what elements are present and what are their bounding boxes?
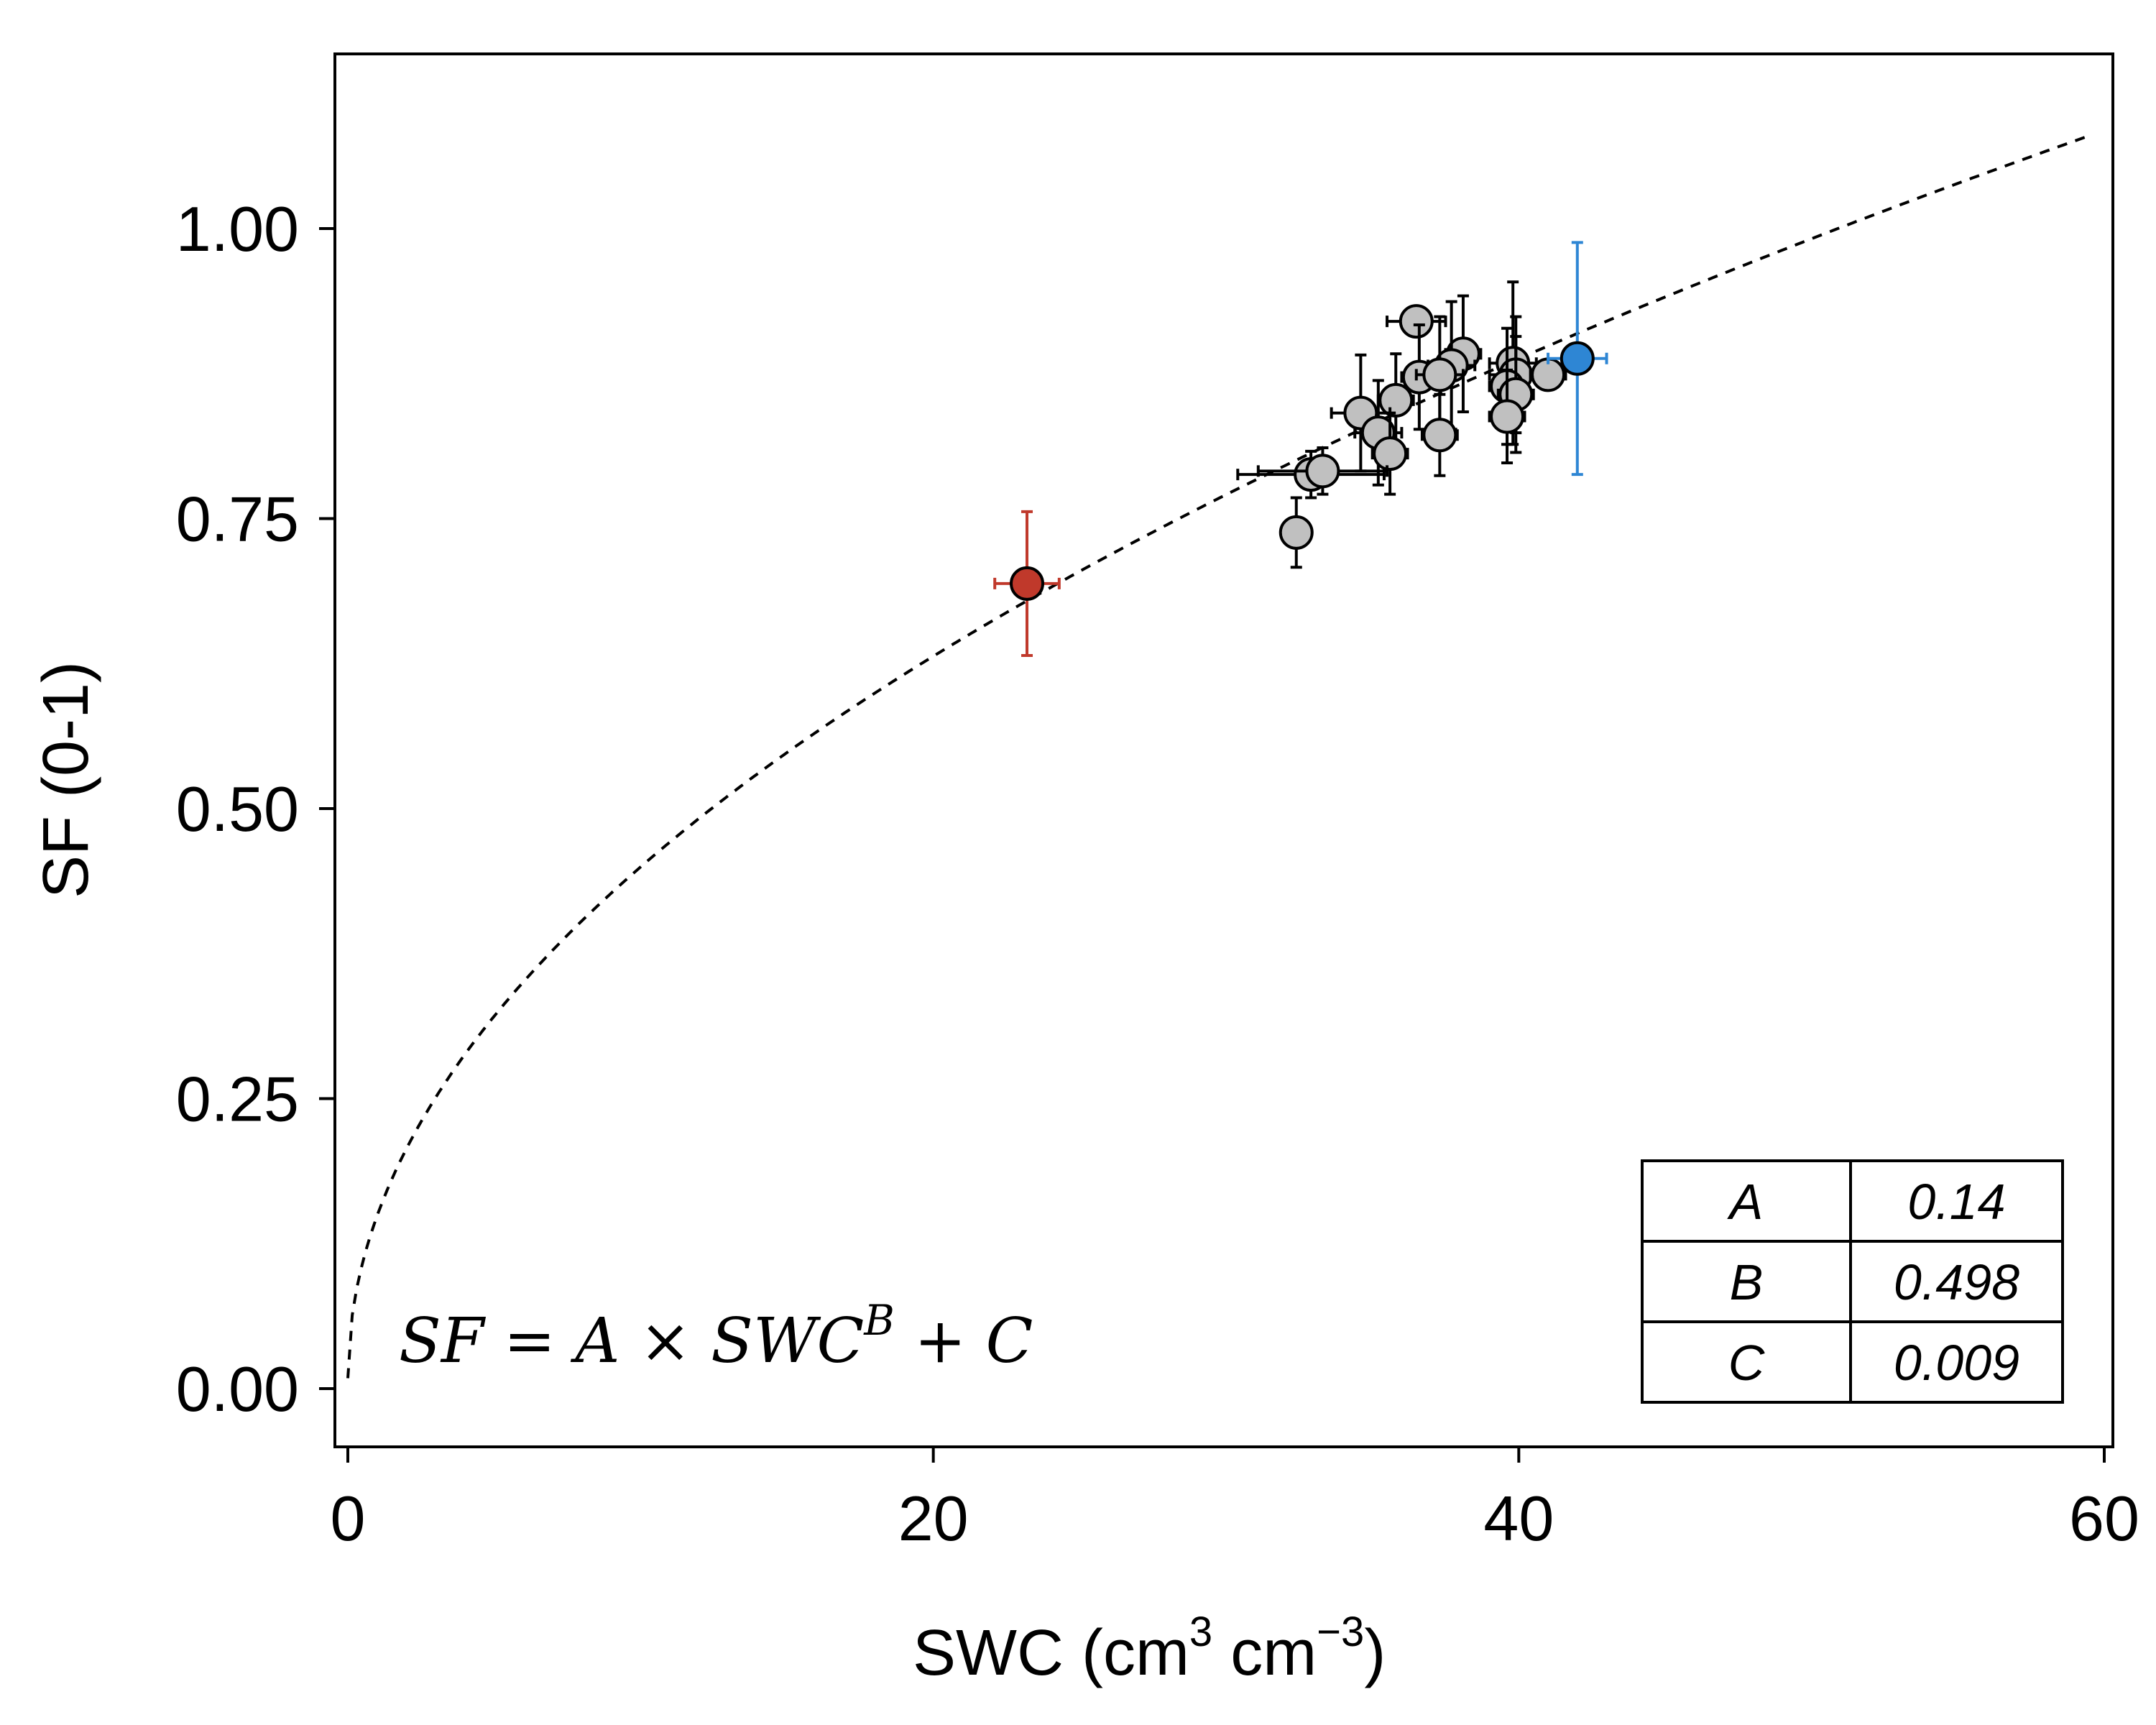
point-marker — [1010, 566, 1045, 601]
data-point — [1529, 357, 1567, 392]
parameter-table: A 0.14 B 0.498 C 0.009 — [1641, 1159, 2064, 1404]
data-point — [1370, 411, 1409, 496]
table-frame — [1641, 1159, 2064, 1404]
point-marker — [1373, 436, 1408, 472]
param-value: 0.498 — [1894, 1254, 2019, 1310]
fit-equation-sup: B — [863, 1296, 895, 1345]
x-axis-title-sup1: 3 — [1189, 1609, 1212, 1655]
data-point — [1488, 368, 1526, 465]
data-point — [1386, 304, 1447, 339]
point-marker — [1305, 454, 1340, 489]
point-marker — [1560, 341, 1595, 376]
x-tick-label: 20 — [898, 1483, 969, 1554]
point-marker — [1279, 515, 1314, 550]
fit-curve — [346, 134, 2091, 1379]
param-name: C — [1728, 1335, 1765, 1391]
y-axis-title: SF (0-1) — [30, 661, 102, 898]
y-tick-label: 0.50 — [176, 773, 299, 845]
x-tick-label: 0 — [331, 1483, 366, 1554]
x-axis-title-sup2: −3 — [1317, 1609, 1364, 1655]
point-marker — [1422, 418, 1457, 453]
y-tick-label: 0.75 — [176, 484, 299, 555]
fit-equation-lhs: SF = A × SWC — [399, 1305, 864, 1377]
x-axis-title-main: SWC (cm — [913, 1617, 1189, 1689]
param-name: A — [1727, 1174, 1764, 1230]
x-tick-label: 40 — [1483, 1483, 1554, 1554]
point-marker — [1422, 357, 1457, 392]
data-point — [1547, 241, 1608, 477]
x-tick-label: 60 — [2069, 1483, 2139, 1554]
plot-frame — [333, 52, 2114, 1448]
y-tick-label: 0.25 — [176, 1064, 299, 1135]
fit-equation: SF = A × SWCB + C — [399, 1296, 1033, 1377]
point-marker — [1378, 382, 1414, 418]
y-tick-label: 1.00 — [176, 193, 299, 264]
y-tick-label: 0.00 — [176, 1353, 299, 1425]
point-marker — [1490, 399, 1525, 434]
y-axis: 0.00 0.25 0.50 0.75 1.00 — [176, 193, 335, 1425]
x-axis-title-close: ) — [1364, 1617, 1386, 1689]
fit-equation-rhs: + C — [895, 1305, 1033, 1377]
plot-area — [333, 52, 2114, 1448]
data-point — [1256, 446, 1389, 496]
point-marker — [1399, 304, 1434, 339]
data-point — [993, 510, 1061, 657]
param-name: B — [1730, 1254, 1764, 1310]
x-axis: 0 20 40 60 — [331, 1447, 2139, 1554]
x-axis-title: SWC (cm3 cm−3) — [913, 1609, 1386, 1689]
x-axis-title-mid: cm — [1212, 1617, 1317, 1689]
data-point — [1420, 392, 1459, 477]
param-value: 0.14 — [1907, 1174, 2005, 1230]
param-value: 0.009 — [1894, 1335, 2019, 1391]
data-point — [1279, 496, 1314, 569]
